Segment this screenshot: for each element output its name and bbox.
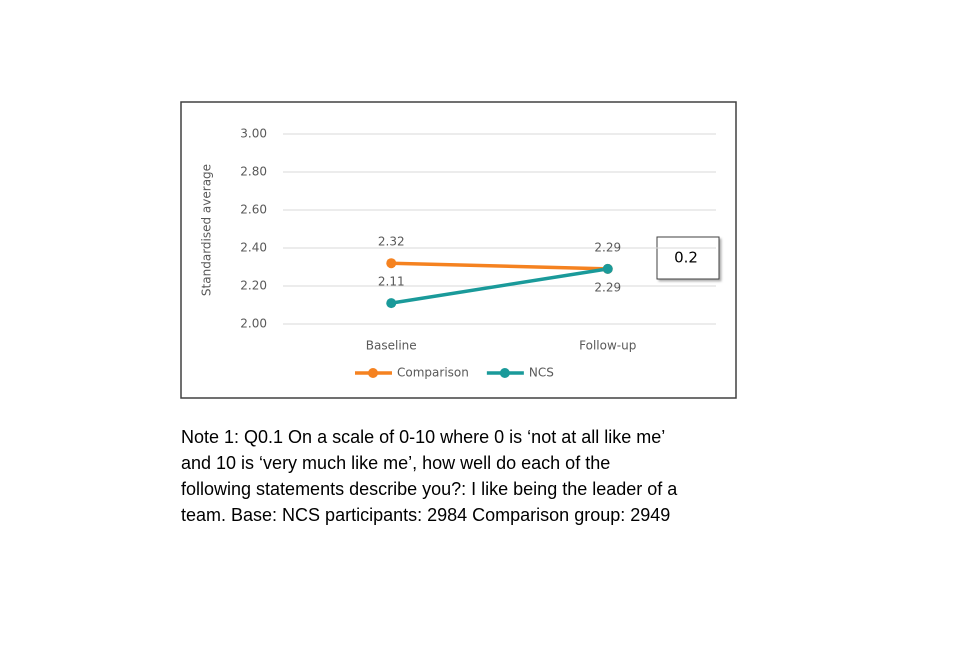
y-tick-label: 2.00 <box>240 317 267 331</box>
point <box>386 258 397 269</box>
y-tick-label: 2.60 <box>240 203 267 217</box>
x-tick-label: Baseline <box>366 339 417 353</box>
point <box>602 263 613 274</box>
y-tick-label: 2.40 <box>240 241 267 255</box>
chart-frame <box>180 101 737 399</box>
y-axis-title: Standardised average <box>200 164 214 296</box>
legend-marker <box>499 368 510 378</box>
x-tick-label: Follow-up <box>579 339 636 353</box>
annotation: 0.2 <box>674 249 698 267</box>
value-label: 2.11 <box>378 275 405 289</box>
legend-label: Comparison <box>397 366 469 380</box>
value-label: 2.29 <box>594 240 621 254</box>
value-label: 2.29 <box>594 280 621 294</box>
note-line: and 10 is ‘very much like me’, how well … <box>181 453 610 473</box>
series-line <box>391 261 608 271</box>
y-tick-label: 2.80 <box>240 165 267 179</box>
legend-label: NCS <box>529 366 554 380</box>
point <box>386 298 397 309</box>
series-line <box>390 267 609 305</box>
annotation-box <box>656 236 720 280</box>
note-line: team. Base: NCS participants: 2984 Compa… <box>181 505 670 525</box>
note-line: following statements describe you?: I li… <box>181 479 678 499</box>
note-line: Note 1: Q0.1 On a scale of 0-10 where 0 … <box>181 427 665 447</box>
value-label: 2.32 <box>378 235 405 249</box>
y-tick-label: 3.00 <box>240 127 267 141</box>
y-tick-label: 2.20 <box>240 279 267 293</box>
legend-marker <box>368 368 378 378</box>
